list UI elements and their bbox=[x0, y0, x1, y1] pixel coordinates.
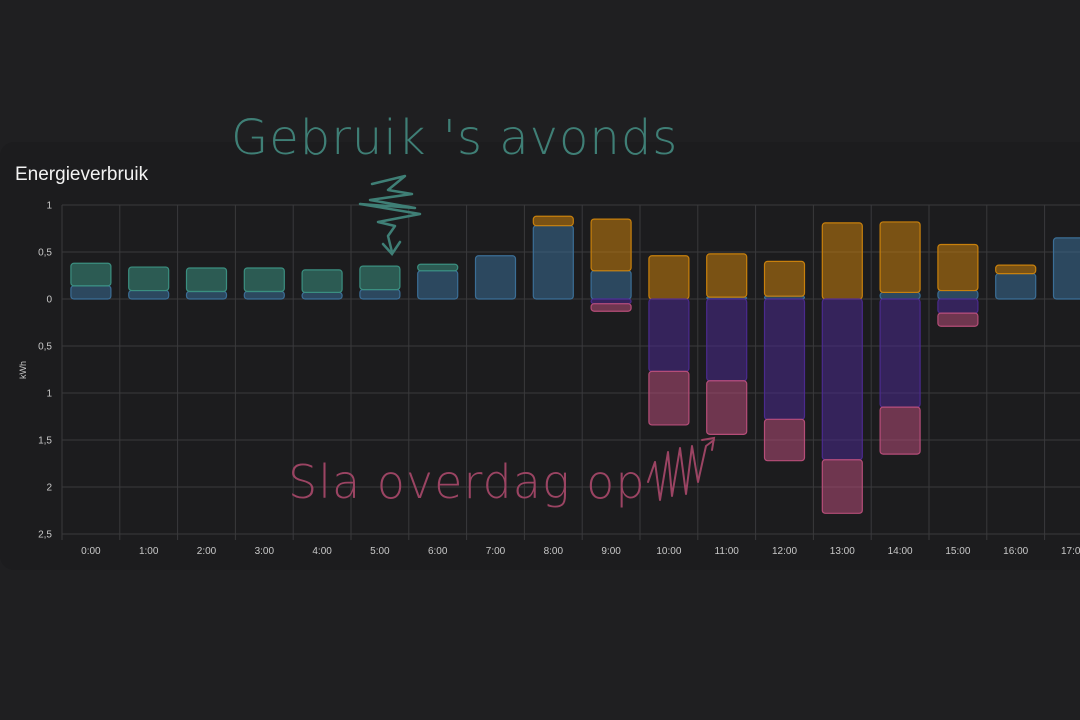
bar-teal-300 bbox=[243, 267, 285, 293]
x-tick-label: 16:00 bbox=[1003, 546, 1028, 557]
bar-purple-900 bbox=[590, 298, 632, 305]
bar-blue-900 bbox=[590, 270, 632, 300]
annotation-daytime-storage: Sla overdag op bbox=[288, 455, 646, 509]
y-tick-label: 1 bbox=[46, 389, 52, 400]
bar-purple-1200 bbox=[763, 298, 806, 420]
x-tick-label: 8:00 bbox=[544, 546, 564, 557]
y-tick-label: 0,5 bbox=[38, 342, 52, 353]
bar-orange-1600 bbox=[995, 264, 1037, 275]
y-tick-label: 2,5 bbox=[38, 530, 52, 541]
bar-blue-400 bbox=[301, 291, 343, 300]
x-tick-label: 10:00 bbox=[656, 546, 681, 557]
x-tick-label: 2:00 bbox=[197, 546, 217, 557]
bar-blue-1500 bbox=[937, 289, 979, 300]
bar-pink-1100 bbox=[706, 380, 748, 435]
x-tick-label: 5:00 bbox=[370, 546, 390, 557]
bar-pink-1500 bbox=[937, 312, 979, 327]
bar-blue-1600 bbox=[995, 273, 1037, 300]
bar-pink-900 bbox=[590, 303, 632, 312]
y-tick-label: 1 bbox=[46, 201, 52, 212]
bar-teal-100 bbox=[128, 266, 170, 292]
bar-blue-700 bbox=[474, 255, 517, 300]
bar-pink-1000 bbox=[648, 370, 690, 426]
annotation-evening-use: Gebruik 's avonds bbox=[231, 110, 679, 166]
bar-blue-200 bbox=[185, 290, 228, 300]
x-tick-label: 4:00 bbox=[312, 546, 332, 557]
x-tick-label: 3:00 bbox=[255, 546, 275, 557]
bar-pink-1300 bbox=[821, 459, 863, 514]
bar-orange-1500 bbox=[937, 243, 979, 292]
x-tick-label: 6:00 bbox=[428, 546, 448, 557]
x-tick-label: 17:00 bbox=[1061, 546, 1080, 557]
x-tick-label: 11:00 bbox=[715, 546, 740, 557]
bar-orange-1400 bbox=[879, 221, 921, 294]
bar-orange-1100 bbox=[706, 253, 748, 298]
bar-teal-600 bbox=[417, 263, 459, 272]
bar-teal-000 bbox=[70, 262, 112, 287]
bar-orange-1300 bbox=[821, 222, 863, 300]
bar-blue-600 bbox=[417, 270, 459, 300]
bar-teal-400 bbox=[301, 269, 343, 294]
bar-blue-500 bbox=[359, 289, 401, 300]
bar-blue-100 bbox=[128, 289, 170, 300]
x-tick-label: 15:00 bbox=[945, 546, 970, 557]
x-tick-label: 7:00 bbox=[486, 546, 506, 557]
bar-blue-300 bbox=[243, 290, 285, 300]
bar-pink-1200 bbox=[763, 418, 806, 462]
bar-blue-800 bbox=[532, 225, 574, 300]
bar-pink-1400 bbox=[879, 406, 921, 455]
y-tick-label: 0,5 bbox=[38, 248, 52, 259]
bar-purple-1100 bbox=[706, 298, 748, 382]
bar-blue-1400 bbox=[879, 291, 921, 300]
y-tick-label: 0 bbox=[46, 295, 52, 306]
bar-orange-1000 bbox=[648, 255, 690, 300]
x-tick-label: 12:00 bbox=[772, 546, 797, 557]
x-tick-label: 14:00 bbox=[888, 546, 913, 557]
bar-blue-1700 bbox=[1052, 237, 1080, 300]
x-tick-label: 1:00 bbox=[139, 546, 159, 557]
bar-blue-000 bbox=[70, 285, 112, 300]
bar-teal-200 bbox=[185, 267, 228, 293]
bar-teal-500 bbox=[359, 265, 401, 291]
bar-purple-1500 bbox=[937, 298, 979, 314]
card-title: Energieverbruik bbox=[15, 164, 149, 185]
bar-orange-1200 bbox=[763, 260, 806, 297]
bar-orange-800 bbox=[532, 215, 574, 227]
bar-purple-1000 bbox=[648, 298, 690, 372]
bar-orange-900 bbox=[590, 218, 632, 272]
y-axis-label: kWh bbox=[18, 361, 28, 379]
x-tick-label: 9:00 bbox=[601, 546, 621, 557]
y-tick-label: 1,5 bbox=[38, 436, 52, 447]
bar-purple-1400 bbox=[879, 298, 921, 408]
x-tick-label: 0:00 bbox=[81, 546, 101, 557]
y-tick-label: 2 bbox=[46, 483, 52, 494]
bar-purple-1300 bbox=[821, 298, 863, 461]
x-tick-label: 13:00 bbox=[830, 546, 855, 557]
